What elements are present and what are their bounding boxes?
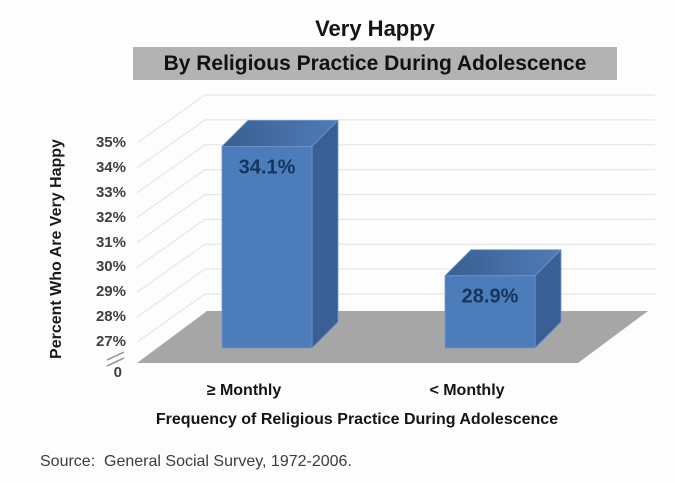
gridline	[136, 268, 655, 318]
bars-group: 34.1% 28.9%	[221, 119, 562, 349]
gridline	[136, 144, 655, 194]
y-tick-label: 34%	[95, 158, 126, 176]
y-axis-zero-label: 0	[113, 364, 122, 381]
bar-3d: 28.9%	[444, 248, 562, 349]
gridline	[136, 243, 655, 293]
gridline	[136, 193, 655, 243]
gridline	[136, 169, 655, 219]
bar-value-label: 28.9%	[462, 286, 519, 308]
axis-break-icon	[106, 351, 125, 367]
gridlines	[136, 94, 655, 343]
y-tick-label: 29%	[95, 283, 126, 301]
y-tick-label: 27%	[95, 333, 126, 350]
gridline	[136, 119, 655, 169]
x-axis-title: Frequency of Religious Practice During A…	[155, 411, 559, 428]
x-category-label: ≥ Monthly	[206, 382, 282, 399]
gridline	[136, 94, 655, 144]
chart-title: Very Happy	[315, 16, 435, 41]
y-tick-label: 28%	[95, 308, 126, 326]
bar-front-face	[444, 275, 536, 349]
gridline	[136, 218, 655, 268]
y-tick-label: 31%	[95, 233, 126, 251]
y-tick-label: 33%	[95, 183, 126, 201]
y-tick-label: 35%	[95, 134, 126, 151]
source-note: Source: General Social Survey, 1972-2006…	[40, 453, 352, 470]
y-tick-label: 32%	[95, 208, 126, 226]
chart-subtitle: By Religious Practice During Adolescence	[133, 47, 617, 80]
bar-front-face	[221, 145, 313, 349]
y-tick-label: 30%	[95, 258, 126, 276]
bar-side-face	[311, 119, 339, 349]
bar-value-label: 34.1%	[239, 156, 296, 178]
x-category-label: < Monthly	[429, 382, 505, 399]
bar-3d: 34.1%	[221, 119, 339, 349]
chart-floor	[137, 311, 648, 363]
